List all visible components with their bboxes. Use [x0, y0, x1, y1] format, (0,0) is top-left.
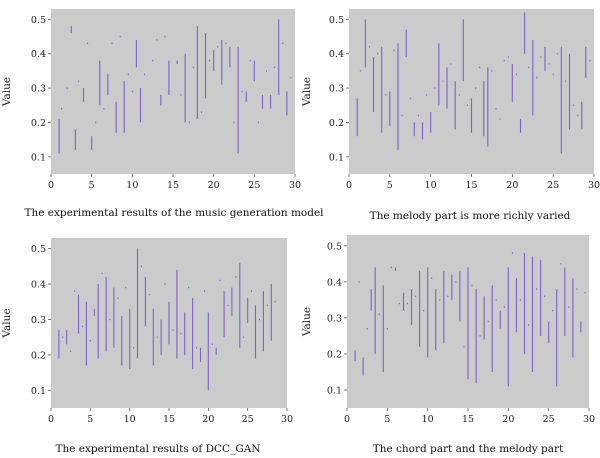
y-tick-label: 0.4: [31, 280, 46, 291]
y-tick-label: 0.4: [329, 49, 344, 60]
x-axis: 0 5 10 15 20 25 30: [344, 408, 595, 425]
x-tick-label: 10: [422, 414, 434, 425]
x-tick-label: 20: [202, 414, 214, 425]
x-tick-label: 15: [163, 414, 175, 425]
range-marks: [58, 248, 276, 391]
y-tick-label: 0.2: [31, 118, 46, 129]
range-marks: [354, 252, 586, 387]
x-tick-label: 30: [588, 180, 600, 191]
panel-music-generation: 0 5 10 15 20 25 30 0.1 0.2 0.3 0.4 0.5 Value The e…: [1, 9, 324, 219]
x-tick-label: 15: [465, 180, 477, 191]
chart-caption: The experimental results of the music ge…: [24, 207, 324, 219]
x-axis: 0 5 10 15 20 25 30: [48, 408, 293, 425]
y-axis-label: Value: [1, 308, 13, 338]
range-marks: [58, 19, 292, 154]
y-tick-label: 0.3: [31, 84, 46, 95]
y-tick-label: 0.3: [327, 313, 342, 324]
y-tick-label: 0.1: [31, 386, 46, 397]
y-tick-label: 0.5: [327, 241, 342, 252]
panel-chord-melody: 0 5 10 15 20 25 30 0.1 0.2 0.3 0.4 0.5 Value The c…: [301, 235, 595, 455]
x-tick-label: 5: [87, 414, 93, 425]
x-tick-label: 5: [384, 414, 390, 425]
x-tick-label: 5: [387, 180, 393, 191]
y-tick-label: 0.2: [327, 349, 342, 360]
x-tick-label: 15: [462, 414, 474, 425]
y-axis: 0.1 0.2 0.3 0.4 0.5: [31, 15, 51, 163]
y-tick-label: 0.2: [329, 118, 344, 129]
y-tick-label: 0.4: [327, 277, 342, 288]
y-tick-label: 0.2: [31, 350, 46, 361]
y-axis-label: Value: [1, 77, 13, 107]
x-tick-label: 0: [48, 180, 54, 191]
x-tick-label: 10: [124, 414, 136, 425]
x-tick-label: 5: [89, 180, 95, 191]
range-marks: [356, 12, 591, 154]
plot-area: [51, 9, 295, 174]
x-tick-label: 30: [281, 414, 293, 425]
y-tick-label: 0.5: [31, 15, 46, 26]
x-tick-label: 0: [344, 414, 350, 425]
x-tick-label: 10: [425, 180, 437, 191]
x-tick-label: 25: [543, 414, 555, 425]
chart-caption: The chord part and the melody part: [373, 443, 564, 455]
y-tick-label: 0.3: [329, 84, 344, 95]
y-axis: 0.1 0.2 0.3 0.4 0.5: [329, 15, 349, 163]
x-tick-label: 10: [126, 180, 138, 191]
x-tick-label: 25: [248, 180, 260, 191]
x-axis: 0 5 10 15 20 25 30: [48, 174, 301, 191]
y-tick-label: 0.3: [31, 315, 46, 326]
x-tick-label: 15: [167, 180, 179, 191]
y-tick-label: 0.4: [31, 49, 46, 60]
chart-caption: The experimental results of DCC_GAN: [55, 443, 260, 455]
x-tick-label: 20: [208, 180, 220, 191]
y-axis: 0.1 0.2 0.3 0.4 0.5: [31, 244, 51, 397]
y-axis-label: Value: [301, 307, 313, 337]
plot-area: [349, 9, 594, 174]
x-tick-label: 25: [242, 414, 254, 425]
chart-caption: The melody part is more richly varied: [370, 210, 571, 222]
x-tick-label: 25: [547, 180, 559, 191]
y-tick-label: 0.5: [329, 15, 344, 26]
y-tick-label: 0.1: [329, 152, 344, 163]
panel-dcc-gan: 0 5 10 15 20 25 30 0.1 0.2 0.3 0.4 0.5 Value The e…: [1, 238, 293, 455]
x-tick-label: 20: [506, 180, 518, 191]
x-axis: 0 5 10 15 20 25 30: [346, 174, 600, 191]
y-tick-label: 0.5: [31, 244, 46, 255]
y-tick-label: 0.1: [327, 385, 342, 396]
y-tick-label: 0.1: [31, 152, 46, 163]
y-axis-label: Value: [301, 77, 313, 107]
x-tick-label: 20: [502, 414, 514, 425]
y-axis: 0.1 0.2 0.3 0.4 0.5: [327, 241, 347, 396]
x-tick-label: 30: [583, 414, 595, 425]
x-tick-label: 0: [346, 180, 352, 191]
panel-melody-varied: 0 5 10 15 20 25 30 0.1 0.2 0.3 0.4 0.5 Value The m…: [301, 9, 600, 222]
x-tick-label: 0: [48, 414, 54, 425]
x-tick-label: 30: [289, 180, 301, 191]
